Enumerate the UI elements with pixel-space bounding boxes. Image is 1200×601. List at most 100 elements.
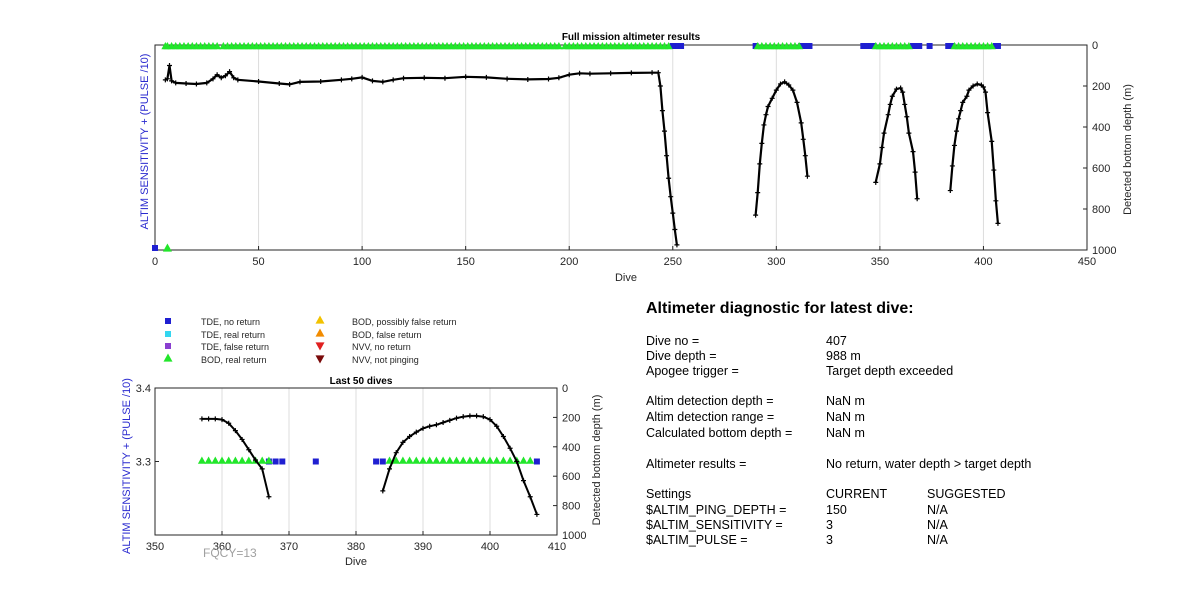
bod-real-return-marker [258,456,267,464]
bod-real-return-marker [459,456,468,464]
bod-real-return-marker [795,42,804,50]
depth-point [413,429,419,435]
depth-point [546,76,552,82]
depth-point [956,116,962,122]
full-mission-plot: 0 50 100 150 200 250 300 350 400 450 0 200 400 600 800… [139,32,1134,284]
depth-point [369,78,375,84]
settings-name: $ALTIM_PULSE = [646,533,748,547]
depth-point [420,425,426,431]
depth-point [951,142,957,148]
y-right-axis-label: Detected bottom depth (m) [591,395,603,526]
depth-point [966,87,972,93]
y-left-axis-label: ALTIM SENSITIVITY + (PULSE /10) [121,378,133,554]
bod-real-return-marker [218,456,226,464]
diagnostic-value: No return, water depth > target depth [826,457,1032,471]
bod-real-return-marker [987,42,996,50]
depth-point [380,79,386,85]
depth-point [239,436,245,442]
bod-real-return-marker [439,456,448,464]
depth-point [898,85,904,91]
depth-point [514,459,520,464]
tde-no-return-marker [279,458,286,465]
depth-point [628,70,634,76]
depth-point [958,108,964,114]
depth-point [566,72,572,78]
bod-real-return-marker [238,456,247,464]
depth-point [873,179,879,185]
depth-point [474,413,480,419]
depth-point [393,450,399,456]
depth-point [661,128,667,134]
depth-point [204,80,210,86]
depth-line [949,82,999,224]
bod-real-return-marker [244,456,253,464]
depth-point [672,227,678,232]
bod-real-return-marker [472,456,481,464]
x-tick-label: 200 [560,256,578,268]
depth-point [657,83,663,89]
x-tick-label: 300 [767,256,785,268]
chart-title: Last 50 dives [330,376,393,387]
depth-point [507,445,513,451]
depth-point [798,120,804,126]
depth-point [800,136,806,142]
tde-no-return-marker [152,245,158,251]
diagnostic-label: Dive depth = [646,349,717,363]
tde-no-return-marker [994,43,1001,49]
bod-real-return-marker [412,456,421,464]
depth-point [173,80,179,86]
depth-point [349,76,355,82]
depth-point [802,153,808,159]
diagnostic-title: Altimeter diagnostic for latest dive: [646,300,914,317]
legend-label: BOD, false return [352,330,422,340]
depth-point [655,70,661,76]
x-tick-label: 0 [152,256,158,268]
legend-marker [315,342,325,351]
depth-point [359,74,365,80]
depth-line [164,65,678,246]
depth-point [782,79,788,85]
diagnostic-label: Dive no = [646,334,700,348]
depth-point [259,466,265,472]
settings-header-suggested: SUGGESTED [927,487,1006,501]
tde-no-return-marker [272,458,279,465]
x-tick-label: 350 [146,541,164,553]
depth-point [993,198,999,204]
diagnostic-label: Apogee trigger = [646,364,739,378]
legend-label: TDE, real return [201,330,265,340]
depth-point [338,77,344,83]
depth-point [995,220,1001,226]
y-right-tick-label: 600 [1092,163,1110,175]
x-tick-label: 100 [353,256,371,268]
y-right-tick-label: 400 [562,442,580,454]
bod-real-return-marker [554,42,563,50]
depth-point [232,428,238,434]
depth-point [649,70,655,76]
depth-point [463,74,469,80]
legend-label: BOD, possibly false return [352,317,457,327]
x-tick-label: 400 [481,541,499,553]
depth-point [276,81,282,87]
depth-point [246,447,252,453]
depth-point [906,130,912,136]
tde-no-return-marker [806,43,813,49]
bod-real-return-marker [452,456,461,464]
settings-current: 3 [826,518,833,532]
depth-point [401,75,407,81]
y-right-tick-label: 1000 [562,530,586,542]
depth-point [790,87,796,93]
depth-point [577,70,583,76]
depth-point [380,488,386,494]
depth-point [889,93,895,99]
x-tick-label: 400 [974,256,992,268]
depth-line [874,86,919,199]
settings-current: 3 [826,533,833,547]
tde-no-return-marker [312,458,319,465]
bod-real-return-marker [398,456,407,464]
depth-point [164,76,170,82]
depth-point [964,93,970,99]
depth-point [773,87,779,93]
depth-point [587,71,593,77]
settings-name: $ALTIM_SENSITIVITY = [646,518,783,532]
depth-point [318,78,324,84]
